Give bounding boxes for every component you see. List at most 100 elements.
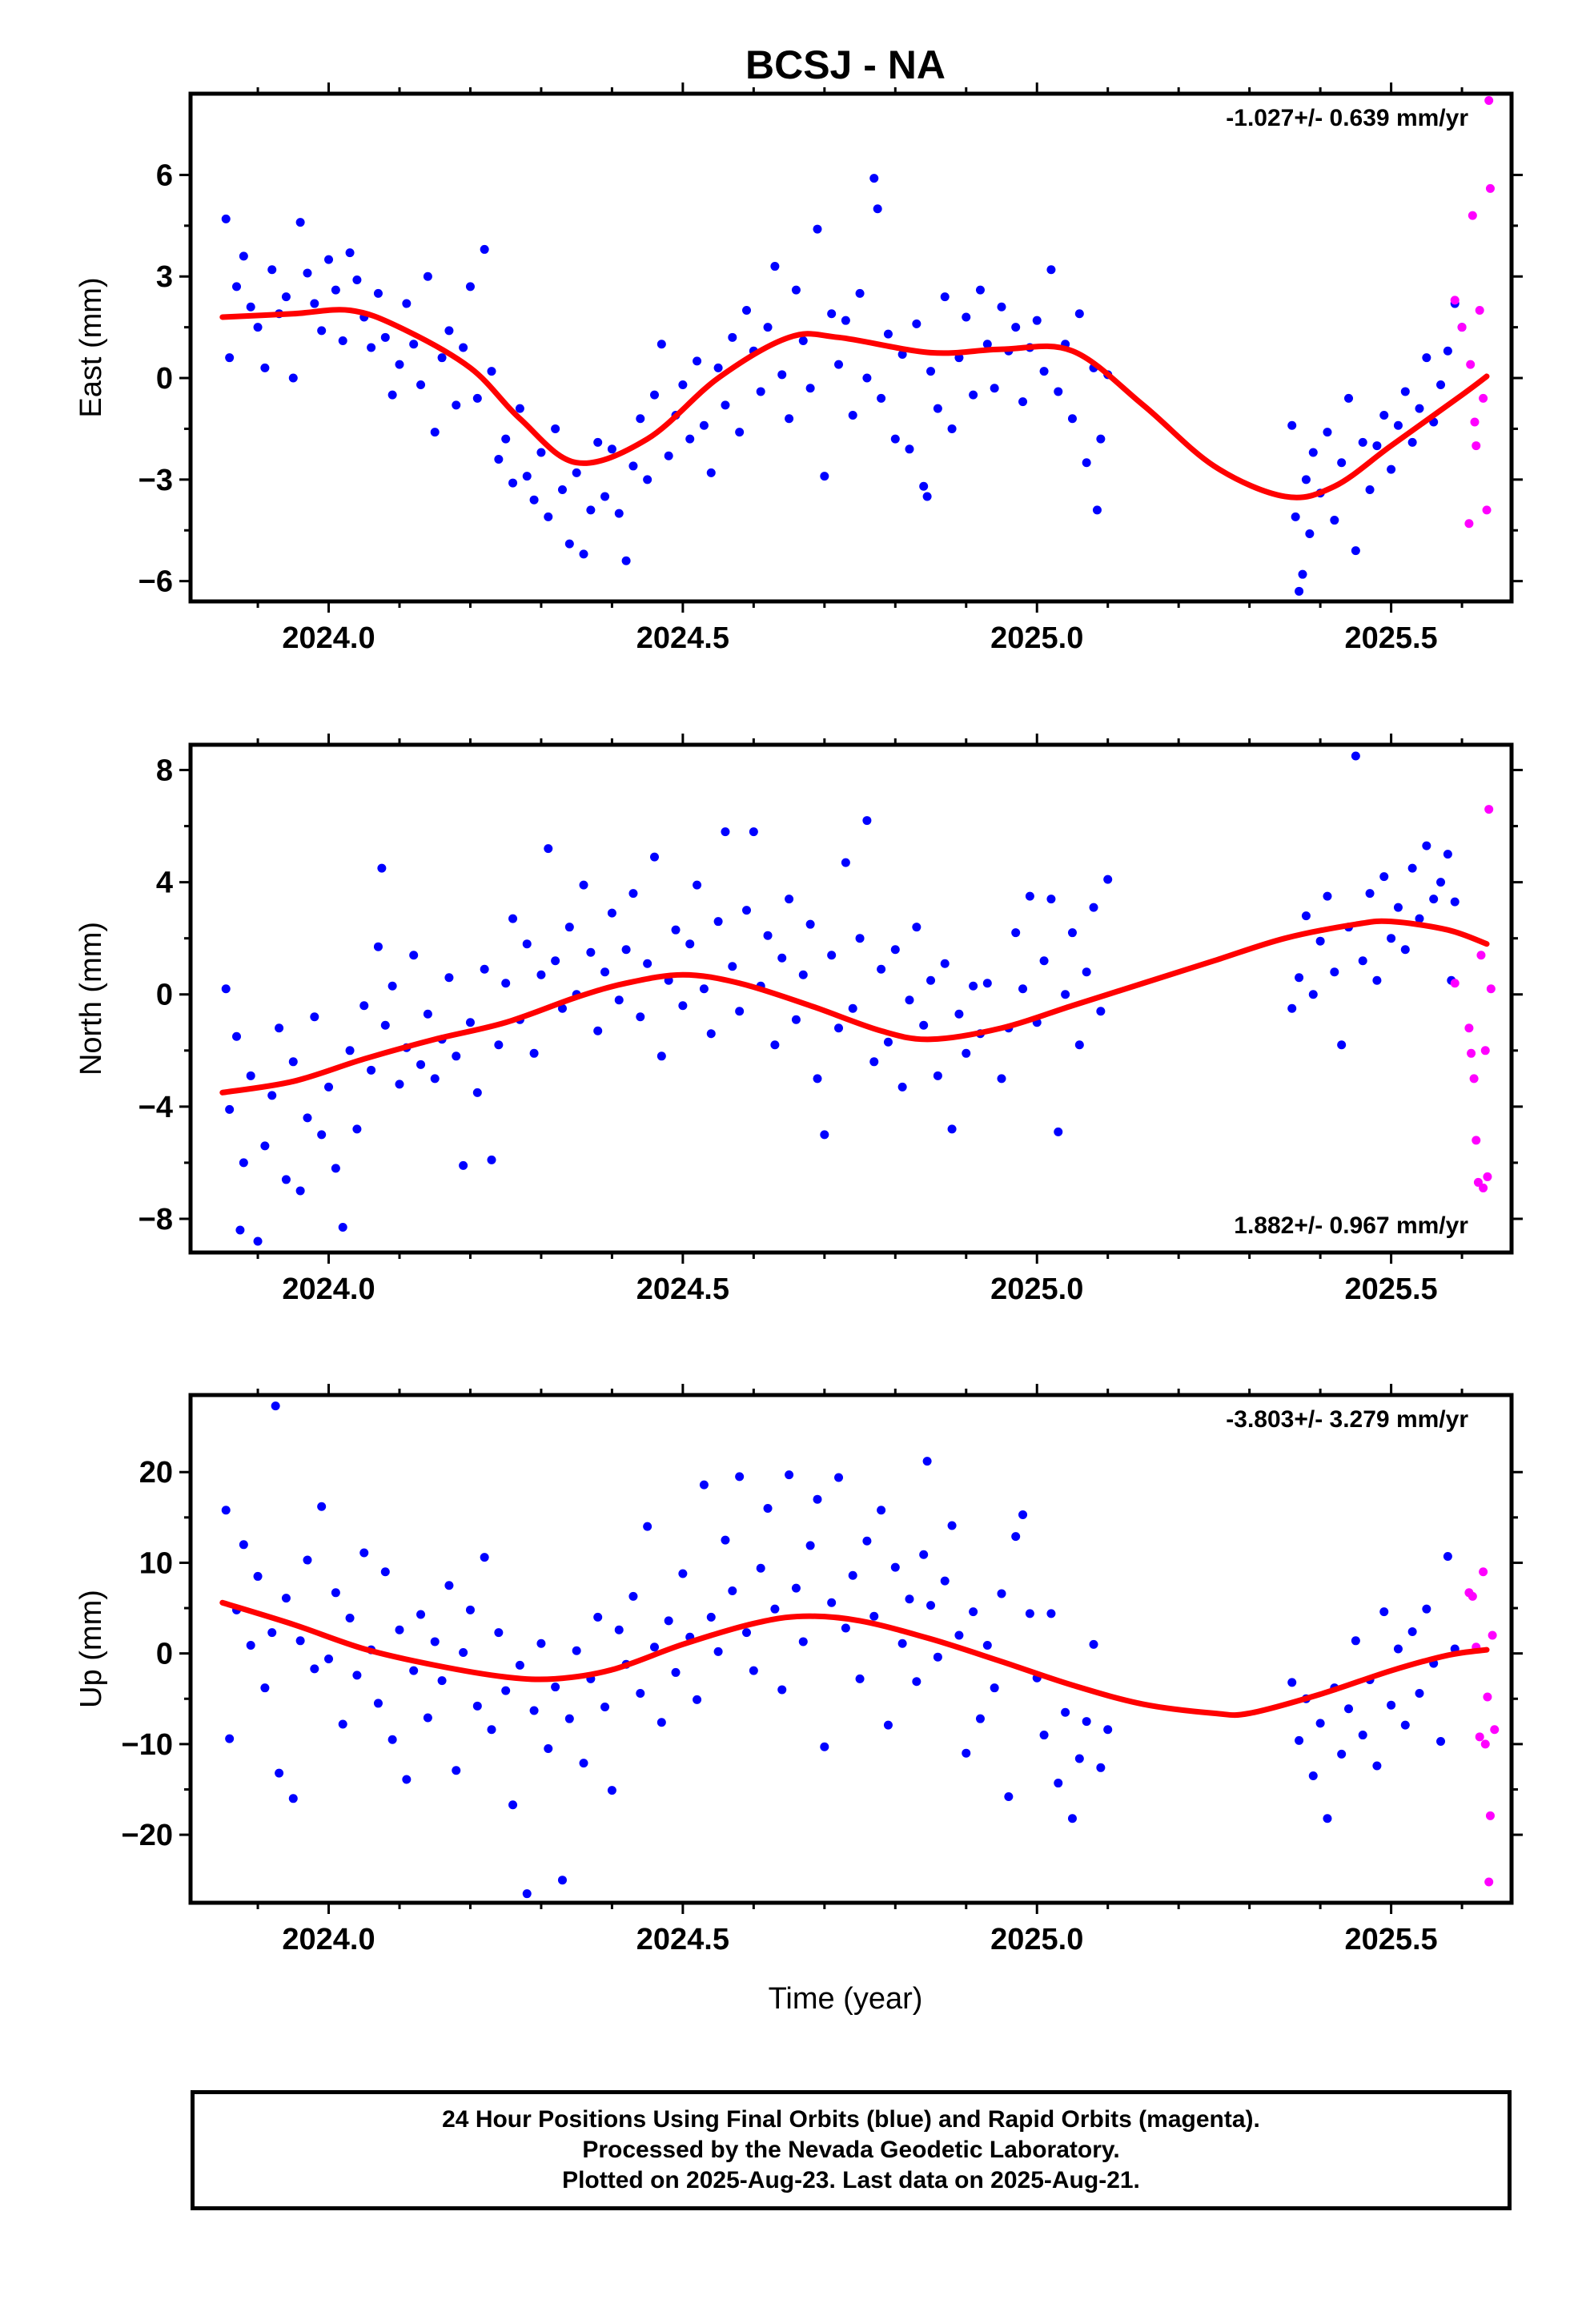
east-final-point (919, 481, 929, 491)
east-y-tick-label: −6 (139, 565, 173, 599)
east-final-point (614, 509, 624, 518)
up-final-point (331, 1588, 340, 1598)
up-final-point (1054, 1779, 1063, 1788)
east-y-tick-label: 6 (156, 159, 173, 192)
up-final-point (288, 1794, 298, 1803)
up-final-point (380, 1567, 390, 1577)
up-final-point (671, 1667, 681, 1677)
north-final-point (1365, 889, 1375, 899)
east-final-point (572, 468, 581, 477)
east-final-point (345, 248, 355, 258)
x-axis-title: Time (year) (769, 1982, 923, 2016)
up-final-point (1337, 1749, 1347, 1759)
north-final-point (310, 1012, 319, 1022)
east-final-point (1287, 420, 1297, 430)
north-final-point (735, 1007, 745, 1016)
east-y-tick-label: −3 (139, 464, 173, 497)
east-final-point (841, 316, 850, 325)
north-final-point (742, 906, 752, 915)
east-final-point (444, 326, 454, 336)
north-final-point (685, 939, 695, 949)
north-final-point (1387, 934, 1396, 943)
north-final-point (416, 1059, 426, 1069)
up-final-point (997, 1589, 1006, 1598)
north-final-point (1443, 850, 1452, 859)
east-final-point (395, 360, 404, 369)
east-final-point (416, 380, 426, 389)
north-final-point (459, 1160, 468, 1170)
north-rapid-point (1480, 1046, 1490, 1055)
up-final-point (1400, 1720, 1410, 1730)
east-final-point (331, 285, 340, 295)
up-final-point (221, 1506, 231, 1515)
north-y-tick-label: 4 (156, 866, 173, 900)
up-final-point (260, 1683, 270, 1693)
up-rapid-point (1490, 1725, 1500, 1735)
east-final-point (954, 353, 964, 363)
north-final-point (377, 863, 387, 873)
up-final-point (551, 1683, 560, 1692)
north-final-point (693, 880, 702, 890)
east-final-point (763, 323, 773, 332)
east-final-point (1301, 475, 1311, 485)
east-rapid-point (1484, 95, 1494, 105)
north-final-point (472, 1088, 482, 1097)
north-final-point (940, 959, 950, 968)
up-final-point (905, 1594, 914, 1604)
north-final-point (798, 970, 808, 979)
north-final-point (919, 1020, 929, 1030)
east-final-point (303, 268, 312, 278)
north-final-point (501, 979, 511, 988)
east-final-point (1415, 404, 1424, 413)
up-final-point (1393, 1644, 1403, 1654)
east-final-point (324, 255, 334, 264)
north-final-point (883, 1037, 893, 1047)
up-final-point (1011, 1532, 1021, 1542)
north-final-point (260, 1141, 270, 1151)
north-final-point (593, 1026, 603, 1035)
north-rapid-point (1486, 984, 1496, 994)
east-rapid-point (1470, 417, 1480, 427)
east-final-point (600, 492, 610, 501)
north-final-point (275, 1023, 284, 1033)
up-final-point (798, 1637, 808, 1647)
east-final-point (387, 390, 397, 400)
up-final-point (940, 1576, 950, 1586)
east-final-point (905, 444, 914, 454)
up-final-point (1067, 1814, 1077, 1823)
north-final-point (564, 923, 574, 932)
up-final-point (1387, 1700, 1396, 1710)
figure-title: BCSJ - NA (745, 42, 946, 87)
east-final-point (437, 353, 447, 363)
up-final-point (1323, 1814, 1332, 1823)
east-final-point (352, 275, 362, 284)
east-rapid-point (1475, 306, 1484, 316)
east-final-point (380, 332, 390, 342)
east-final-point (834, 360, 844, 369)
up-final-point (1379, 1607, 1389, 1617)
up-y-tick-label: 10 (139, 1546, 173, 1580)
north-final-point (387, 981, 397, 991)
up-final-point (345, 1614, 355, 1623)
up-rapid-point (1488, 1630, 1497, 1640)
north-final-point (997, 1074, 1006, 1084)
east-final-point (820, 472, 829, 481)
up-final-point (834, 1473, 844, 1482)
east-final-point (260, 363, 270, 372)
up-final-point (890, 1562, 900, 1572)
east-final-point (1295, 586, 1304, 596)
east-rapid-point (1457, 323, 1467, 332)
east-final-point (869, 174, 879, 183)
east-final-point (508, 478, 518, 488)
up-final-point (1039, 1731, 1049, 1740)
north-final-point (1337, 1040, 1347, 1050)
north-final-point (848, 1003, 857, 1013)
north-final-point (522, 939, 532, 949)
north-final-point (1061, 990, 1070, 999)
north-x-tick-label: 2025.5 (1344, 1273, 1437, 1306)
north-final-point (536, 970, 546, 979)
east-final-point (969, 390, 978, 400)
east-final-point (1046, 265, 1056, 275)
north-final-point (1082, 967, 1091, 977)
north-final-point (288, 1057, 298, 1067)
